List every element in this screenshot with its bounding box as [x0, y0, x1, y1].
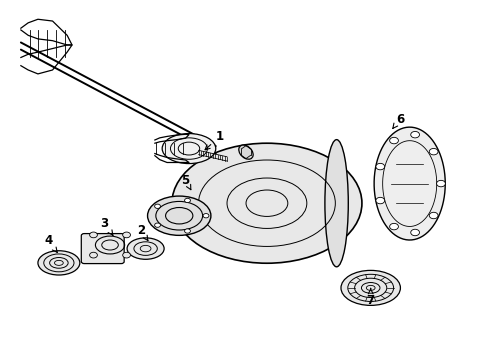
Ellipse shape — [127, 238, 164, 259]
Polygon shape — [374, 127, 445, 240]
Circle shape — [203, 213, 209, 218]
Polygon shape — [21, 19, 72, 74]
Text: 1: 1 — [205, 130, 224, 150]
Circle shape — [390, 138, 398, 144]
Ellipse shape — [172, 143, 362, 263]
Circle shape — [90, 232, 98, 238]
Circle shape — [122, 232, 130, 238]
Text: 5: 5 — [181, 174, 191, 190]
Ellipse shape — [325, 140, 348, 267]
Circle shape — [411, 229, 419, 236]
Circle shape — [155, 223, 160, 227]
Circle shape — [185, 229, 191, 233]
Ellipse shape — [147, 196, 211, 235]
Text: 7: 7 — [367, 289, 375, 307]
Polygon shape — [155, 134, 189, 162]
Text: 3: 3 — [100, 217, 113, 235]
Ellipse shape — [239, 145, 253, 159]
Ellipse shape — [162, 134, 216, 163]
Circle shape — [437, 180, 445, 187]
Circle shape — [376, 163, 385, 170]
Circle shape — [155, 204, 160, 208]
Circle shape — [411, 131, 419, 138]
Ellipse shape — [38, 251, 80, 275]
FancyBboxPatch shape — [81, 234, 124, 264]
Circle shape — [185, 198, 191, 203]
Circle shape — [429, 148, 438, 155]
Circle shape — [122, 252, 130, 258]
Text: 4: 4 — [44, 234, 57, 252]
Circle shape — [90, 252, 98, 258]
Text: 2: 2 — [137, 224, 148, 240]
Ellipse shape — [341, 270, 400, 305]
Text: 6: 6 — [393, 113, 404, 129]
Circle shape — [390, 223, 398, 230]
Circle shape — [429, 212, 438, 219]
Circle shape — [376, 197, 385, 204]
